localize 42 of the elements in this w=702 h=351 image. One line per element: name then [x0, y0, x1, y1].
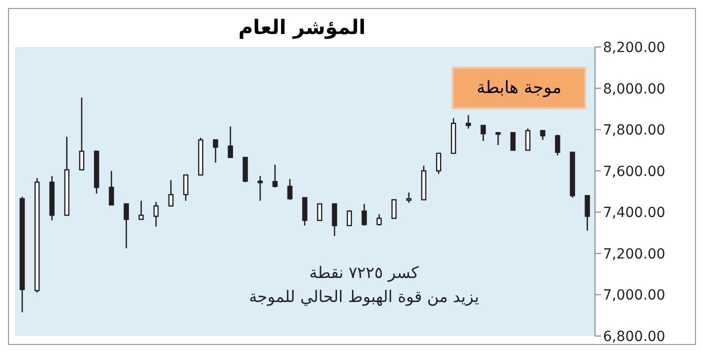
- candlestick: [212, 139, 218, 164]
- candlestick: [272, 164, 278, 188]
- y-tick-label: 7,800.00: [603, 122, 666, 139]
- candlestick: [79, 96, 84, 170]
- candlestick: [108, 170, 114, 206]
- candlestick: [436, 152, 442, 175]
- candlestick: [510, 132, 516, 151]
- candlestick: [466, 114, 471, 130]
- y-tick-label: 7,400.00: [603, 205, 666, 222]
- candlestick: [406, 192, 412, 204]
- annotation: كسر ٧٢٢٥ نقطة: [308, 262, 420, 284]
- candlestick: [554, 134, 560, 156]
- candlestick: [242, 156, 248, 183]
- y-tick-label: 7,200.00: [603, 246, 666, 262]
- candlestick: [138, 200, 144, 220]
- candlestick: [317, 203, 322, 221]
- candlestick: [376, 214, 382, 226]
- candlestick: [346, 209, 352, 226]
- candlestick: [362, 203, 367, 226]
- candlestick: [228, 126, 234, 158]
- y-tick-label: 6,800.00: [603, 328, 666, 345]
- chart-title: المؤشر العام: [237, 15, 367, 39]
- candlestick: [183, 174, 188, 202]
- candlestick: [302, 197, 308, 226]
- candlestick: [540, 130, 546, 141]
- y-tick-label: 7,600.00: [603, 164, 666, 180]
- candlestick: [153, 201, 159, 228]
- y-tick-label: 7,000.00: [603, 288, 666, 304]
- candlestick: [332, 203, 338, 237]
- candlestick: [124, 203, 129, 249]
- candlestick: [258, 175, 263, 202]
- y-tick-label: 8,200.00: [603, 40, 666, 56]
- annotation: موجة هابطة: [452, 67, 586, 109]
- candlestick: [496, 132, 501, 146]
- candlestick: [391, 199, 397, 219]
- candlestick: [525, 128, 530, 151]
- annotation: يزيد من قوة الهبوط الحالي للموجة: [248, 286, 480, 308]
- y-tick-label: 8,000.00: [603, 81, 666, 98]
- candlestick: [168, 179, 174, 207]
- candlestick: [480, 124, 486, 142]
- candlestick: [287, 178, 292, 200]
- candlestick: [584, 194, 590, 232]
